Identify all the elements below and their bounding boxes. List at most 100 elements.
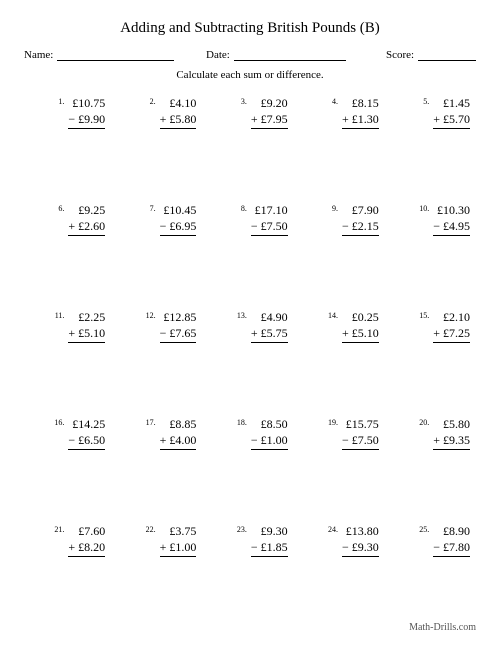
problem-body: £10.75− £9.90 (68, 95, 105, 129)
name-line[interactable] (57, 49, 174, 61)
problem-body: £17.10− £7.50 (251, 202, 288, 236)
problem: 17.£8.85+ £4.00 (115, 416, 202, 513)
operand-bottom: − £1.85 (251, 539, 288, 557)
operand-bottom: + £5.70 (433, 111, 470, 129)
operand-bottom: + £5.80 (160, 111, 197, 129)
operand-bottom: + £4.00 (160, 432, 197, 450)
problem: 23. £9.30− £1.85 (206, 523, 293, 620)
name-label: Name: (24, 49, 53, 61)
problem-body: £7.60+ £8.20 (68, 523, 105, 557)
date-label: Date: (206, 49, 230, 61)
page-title: Adding and Subtracting British Pounds (B… (24, 20, 476, 37)
operand-top: £7.90 (342, 202, 379, 218)
problem-body: £15.75− £7.50 (342, 416, 379, 450)
date-line[interactable] (234, 49, 346, 61)
operand-bottom: + £5.10 (342, 325, 379, 343)
worksheet-page: Adding and Subtracting British Pounds (B… (0, 0, 500, 647)
info-row: Name: Date: Score: (24, 49, 476, 61)
problem-number: 6. (54, 202, 64, 213)
operand-top: £9.30 (251, 523, 288, 539)
problem-number: 8. (237, 202, 247, 213)
problem-body: £5.80+ £9.35 (433, 416, 470, 450)
problem-number: 15. (419, 309, 429, 320)
problem-body: £8.85+ £4.00 (160, 416, 197, 450)
problem: 19. £15.75− £7.50 (298, 416, 385, 513)
problem-number: 16. (54, 416, 64, 427)
operand-top: £7.60 (68, 523, 105, 539)
operand-bottom: − £6.50 (68, 432, 105, 450)
operand-bottom: − £9.30 (342, 539, 379, 557)
problem-number: 5. (419, 95, 429, 106)
operand-top: £0.25 (342, 309, 379, 325)
operand-bottom: − £9.90 (68, 111, 105, 129)
problem-body: £13.80− £9.30 (342, 523, 379, 557)
problem-number: 14. (328, 309, 338, 320)
problem-number: 20. (419, 416, 429, 427)
problem: 21.£7.60+ £8.20 (24, 523, 111, 620)
date-field: Date: (206, 49, 346, 61)
problem-number: 19. (328, 416, 338, 427)
problem-body: £10.45− £6.95 (160, 202, 197, 236)
problem: 8. £17.10− £7.50 (206, 202, 293, 299)
problem-number: 2. (146, 95, 156, 106)
operand-bottom: + £2.60 (68, 218, 105, 236)
problem-body: £10.30− £4.95 (433, 202, 470, 236)
operand-bottom: + £9.35 (433, 432, 470, 450)
problem-number: 23. (237, 523, 247, 534)
problem: 2.£4.10+ £5.80 (115, 95, 202, 192)
operand-bottom: − £7.50 (342, 432, 379, 450)
problem: 6. £9.25+ £2.60 (24, 202, 111, 299)
operand-bottom: − £7.65 (160, 325, 197, 343)
operand-bottom: − £4.95 (433, 218, 470, 236)
problem-body: £4.90+ £5.75 (251, 309, 288, 343)
problem-number: 11. (54, 309, 64, 320)
problem-number: 12. (146, 309, 156, 320)
problem: 14. £0.25+ £5.10 (298, 309, 385, 406)
operand-top: £9.20 (251, 95, 288, 111)
problem-number: 10. (419, 202, 429, 213)
operand-top: £8.85 (160, 416, 197, 432)
operand-top: £14.25 (68, 416, 105, 432)
problem-number: 13. (237, 309, 247, 320)
operand-top: £8.15 (342, 95, 379, 111)
problem: 11. £2.25+ £5.10 (24, 309, 111, 406)
operand-bottom: + £5.75 (251, 325, 288, 343)
problem-number: 18. (237, 416, 247, 427)
problem-number: 25. (419, 523, 429, 534)
problem-body: £9.20+ £7.95 (251, 95, 288, 129)
instructions: Calculate each sum or difference. (24, 69, 476, 81)
operand-top: £9.25 (68, 202, 105, 218)
operand-top: £3.75 (160, 523, 197, 539)
problem: 18.£8.50− £1.00 (206, 416, 293, 513)
operand-top: £2.25 (68, 309, 105, 325)
problem-number: 1. (54, 95, 64, 106)
operand-bottom: + £7.25 (433, 325, 470, 343)
operand-top: £13.80 (342, 523, 379, 539)
problem: 10. £10.30− £4.95 (389, 202, 476, 299)
problem: 7. £10.45− £6.95 (115, 202, 202, 299)
operand-top: £12.85 (160, 309, 197, 325)
problem: 1. £10.75− £9.90 (24, 95, 111, 192)
problem-body: £2.25+ £5.10 (68, 309, 105, 343)
problem-body: £2.10+ £7.25 (433, 309, 470, 343)
problem-body: £0.25+ £5.10 (342, 309, 379, 343)
problem-number: 24. (328, 523, 338, 534)
problem: 4. £8.15+ £1.30 (298, 95, 385, 192)
problem-number: 4. (328, 95, 338, 106)
problem-body: £8.15+ £1.30 (342, 95, 379, 129)
operand-bottom: + £5.10 (68, 325, 105, 343)
operand-top: £1.45 (433, 95, 470, 111)
operand-top: £2.10 (433, 309, 470, 325)
score-line[interactable] (418, 49, 476, 61)
footer-credit: Math-Drills.com (24, 622, 476, 633)
operand-bottom: + £1.00 (160, 539, 197, 557)
problem-number: 7. (146, 202, 156, 213)
problems-grid: 1.£10.75− £9.902.£4.10+ £5.803.£9.20+ £7… (24, 95, 476, 620)
problem-body: £14.25− £6.50 (68, 416, 105, 450)
problem-body: £9.30− £1.85 (251, 523, 288, 557)
operand-bottom: + £1.30 (342, 111, 379, 129)
operand-bottom: − £1.00 (251, 432, 288, 450)
operand-bottom: + £7.95 (251, 111, 288, 129)
problem-number: 3. (237, 95, 247, 106)
problem: 22.£3.75+ £1.00 (115, 523, 202, 620)
